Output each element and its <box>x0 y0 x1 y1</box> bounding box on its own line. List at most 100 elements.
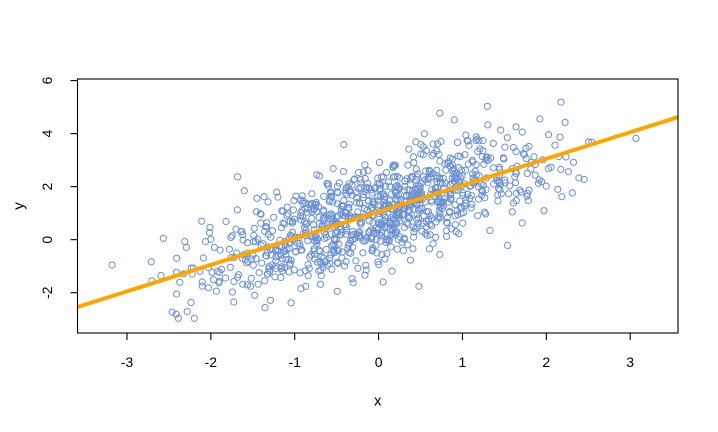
scatter-point <box>326 254 334 262</box>
scatter-point <box>212 287 220 295</box>
scatter-point <box>424 215 433 223</box>
x-tick-label: 0 <box>375 354 383 370</box>
scatter-point <box>483 102 491 110</box>
scatter-point <box>280 220 288 228</box>
scatter-point <box>383 249 391 258</box>
scatter-point <box>558 193 566 201</box>
scatter-point <box>544 165 553 173</box>
scatter-point <box>360 205 368 213</box>
scatter-point <box>342 258 350 266</box>
scatter-point <box>484 121 492 129</box>
scatter-point <box>287 256 295 264</box>
scatter-point <box>374 197 382 205</box>
scatter-point <box>423 231 431 240</box>
scatter-point <box>277 264 285 272</box>
scatter-point <box>346 211 354 220</box>
x-axis-title: x <box>374 393 382 410</box>
scatter-point <box>497 126 505 134</box>
scatter-point <box>489 139 497 147</box>
scatter-point <box>108 261 116 269</box>
scatter-point <box>352 257 360 265</box>
scatter-point <box>551 141 559 149</box>
scatter-point <box>417 141 425 149</box>
scatter-point <box>486 154 495 162</box>
scatter-point <box>451 212 459 220</box>
scatter-point <box>524 197 532 205</box>
scatter-point <box>172 310 180 318</box>
scatter-point <box>147 258 155 266</box>
scatter-point <box>432 233 440 241</box>
scatter-point <box>469 170 477 178</box>
scatter-point <box>466 194 474 202</box>
scatter-point <box>474 212 482 220</box>
scatter-point <box>304 261 312 269</box>
scatter-point <box>399 247 407 255</box>
scatter-point <box>377 173 385 181</box>
scatter-point <box>518 128 526 136</box>
scatter-point <box>478 191 486 199</box>
scatter-point <box>495 178 503 186</box>
scatter-point <box>465 141 473 150</box>
scatter-point <box>294 239 302 247</box>
scatter-point <box>254 280 262 288</box>
scatter-point <box>337 231 345 239</box>
scatter-point <box>632 134 640 142</box>
scatter-point <box>307 200 315 208</box>
scatter-point <box>461 166 469 174</box>
scatter-point <box>393 245 401 253</box>
scatter-point <box>284 210 292 218</box>
scatter-point <box>447 162 455 170</box>
scatter-point <box>215 277 223 285</box>
scatter-point <box>545 131 553 139</box>
scatter-point <box>501 179 509 187</box>
scatter-point <box>344 241 352 249</box>
scatter-point <box>297 216 305 224</box>
scatter-point <box>266 296 275 304</box>
scatter-point <box>446 154 454 162</box>
scatter-point <box>436 210 444 218</box>
scatter-point <box>425 245 434 253</box>
scatter-point <box>406 256 415 264</box>
scatter-point <box>226 263 234 271</box>
scatter-point <box>390 223 398 231</box>
scatter-point <box>172 290 181 298</box>
scatter-point <box>448 179 456 187</box>
scatter-point <box>378 220 386 229</box>
scatter-point <box>479 187 487 196</box>
scatter-point <box>359 193 367 202</box>
scatter-point <box>321 258 329 266</box>
scatter-point <box>414 206 423 214</box>
scatter-point <box>435 196 443 205</box>
scatter-point <box>415 282 423 290</box>
y-tick-label: -2 <box>39 286 55 299</box>
scatter-point <box>354 208 362 216</box>
scatter-point <box>327 189 335 197</box>
scatter-point <box>414 181 422 189</box>
scatter-point <box>228 288 236 296</box>
scatter-point <box>508 208 516 216</box>
scatter-point <box>443 218 451 226</box>
scatter-point <box>472 171 480 179</box>
scatter-point <box>297 284 305 293</box>
scatter-point <box>252 208 260 216</box>
scatter-point <box>390 220 398 228</box>
scatter-point <box>233 206 241 214</box>
scatter-point <box>242 255 250 264</box>
scatter-point <box>345 204 353 212</box>
scatter-point <box>512 189 520 197</box>
scatter-point <box>326 259 334 267</box>
scatter-point <box>316 257 324 265</box>
scatter-point <box>342 186 350 194</box>
fit-line-group <box>76 115 679 309</box>
scatter-point <box>511 179 520 187</box>
scatter-point <box>530 153 538 161</box>
scatter-point <box>443 219 451 227</box>
scatter-point <box>472 136 480 144</box>
scatter-point <box>320 192 328 200</box>
scatter-point <box>280 264 288 272</box>
scatter-point <box>422 146 430 155</box>
scatter-point <box>445 208 453 217</box>
scatter-point <box>531 171 539 179</box>
scatter-point <box>355 231 364 239</box>
scatter-point <box>227 233 235 241</box>
